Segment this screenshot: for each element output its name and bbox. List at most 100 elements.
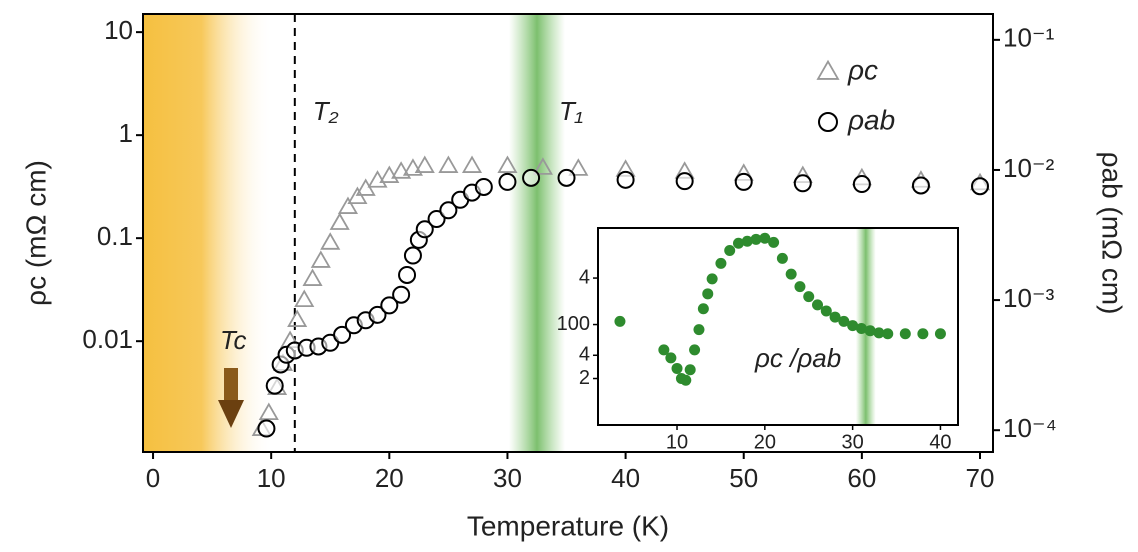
triangle-marker xyxy=(258,402,279,421)
circle-marker xyxy=(474,177,493,196)
circle-marker xyxy=(971,177,990,196)
dot-marker xyxy=(838,315,850,327)
inset-x-tick-label: 20 xyxy=(754,431,776,453)
y-tick-label: 0.1 xyxy=(97,221,133,251)
legend-label: ρab xyxy=(847,104,895,135)
y2-tick-label: 10⁻² xyxy=(1003,153,1055,183)
dot-marker xyxy=(855,322,867,334)
circle-marker xyxy=(392,285,411,304)
plot-frame xyxy=(142,13,994,453)
triangle-marker xyxy=(310,250,331,268)
triangle-marker xyxy=(337,196,359,214)
dot-marker xyxy=(702,288,714,300)
dot-marker xyxy=(750,233,762,245)
circle-marker xyxy=(403,246,422,265)
dot-marker xyxy=(680,374,692,386)
triangle-marker xyxy=(438,155,459,173)
dot-marker xyxy=(820,305,832,317)
y-tick-label: 0.01 xyxy=(82,324,133,354)
dot-marker xyxy=(614,315,626,327)
dot-marker xyxy=(706,273,718,285)
dot-marker xyxy=(934,328,946,340)
circle-marker xyxy=(675,172,694,191)
y2-tick-label: 10⁻¹ xyxy=(1003,23,1055,53)
x-tick-label: 60 xyxy=(847,463,876,493)
dot-marker xyxy=(768,236,780,248)
circle-marker xyxy=(911,176,930,195)
x-tick-label: 20 xyxy=(375,463,404,493)
inset-x-tick-label: 40 xyxy=(929,431,951,453)
annotation: T₂ xyxy=(313,96,339,126)
y-axis-label: ρc (mΩ cm) xyxy=(20,160,51,306)
x-tick-label: 10 xyxy=(257,463,286,493)
dot-marker xyxy=(715,257,727,269)
dot-marker xyxy=(794,281,806,293)
triangle-marker xyxy=(816,59,840,80)
circle-marker xyxy=(368,305,387,324)
dot-marker xyxy=(812,299,824,311)
circle-marker xyxy=(265,376,284,395)
x-tick-label: 50 xyxy=(729,463,758,493)
dot-marker xyxy=(785,268,797,280)
dot-marker xyxy=(917,328,929,340)
triangle-marker xyxy=(497,155,518,173)
circle-marker xyxy=(734,172,753,191)
circle-marker xyxy=(398,265,417,284)
dot-marker xyxy=(689,344,701,356)
annotation: Tc xyxy=(220,325,247,355)
dot-marker xyxy=(873,327,885,339)
y2-tick-label: 10⁻³ xyxy=(1003,283,1055,313)
dot-marker xyxy=(882,328,894,340)
arrow-shaft xyxy=(224,368,238,402)
triangle-marker xyxy=(414,155,435,173)
circle-marker xyxy=(522,168,541,187)
triangle-marker xyxy=(568,158,589,176)
circle-marker xyxy=(818,112,838,132)
legend-label: ρc xyxy=(847,54,878,85)
circle-marker xyxy=(257,419,276,438)
triangle-marker xyxy=(302,268,323,286)
circle-marker xyxy=(380,296,399,315)
triangle-marker xyxy=(320,232,341,250)
dot-marker xyxy=(864,325,876,337)
dot-marker xyxy=(684,364,696,376)
y2-tick-label: 10⁻⁴ xyxy=(1003,413,1057,443)
y-tick-label: 1 xyxy=(119,118,133,148)
dot-marker xyxy=(829,311,841,323)
triangle-marker xyxy=(329,212,350,230)
circle-marker xyxy=(415,220,434,239)
tc-region xyxy=(143,14,273,452)
dot-marker xyxy=(776,252,788,264)
circle-marker xyxy=(333,325,352,344)
dot-marker xyxy=(724,244,736,256)
transition-band xyxy=(508,14,565,452)
circle-marker xyxy=(852,175,871,194)
inset-y-tick-label: 100 xyxy=(557,313,590,335)
circle-marker xyxy=(439,201,458,220)
circle-marker xyxy=(616,170,635,189)
dot-marker xyxy=(658,344,670,356)
y-tick-label: 10 xyxy=(104,15,133,45)
circle-marker xyxy=(427,209,446,228)
dot-marker xyxy=(847,320,859,332)
dot-marker xyxy=(671,362,683,374)
inset-x-tick-label: 10 xyxy=(666,431,688,453)
triangle-marker xyxy=(532,157,553,175)
dot-marker xyxy=(732,237,744,249)
x-tick-label: 0 xyxy=(146,463,160,493)
circle-marker xyxy=(498,172,517,191)
circle-marker xyxy=(557,168,576,187)
circle-marker xyxy=(793,174,812,193)
inset-x-tick-label: 30 xyxy=(842,431,864,453)
x-axis-label: Temperature (K) xyxy=(467,510,669,541)
triangle-marker xyxy=(294,289,315,308)
dot-marker xyxy=(697,303,709,315)
dot-marker xyxy=(665,352,677,364)
dot-marker xyxy=(693,324,705,336)
x-tick-label: 40 xyxy=(611,463,640,493)
inset-y-tick-label: 4 xyxy=(579,266,590,288)
annotation: T₁ xyxy=(559,96,583,126)
arrow-head xyxy=(218,400,244,428)
